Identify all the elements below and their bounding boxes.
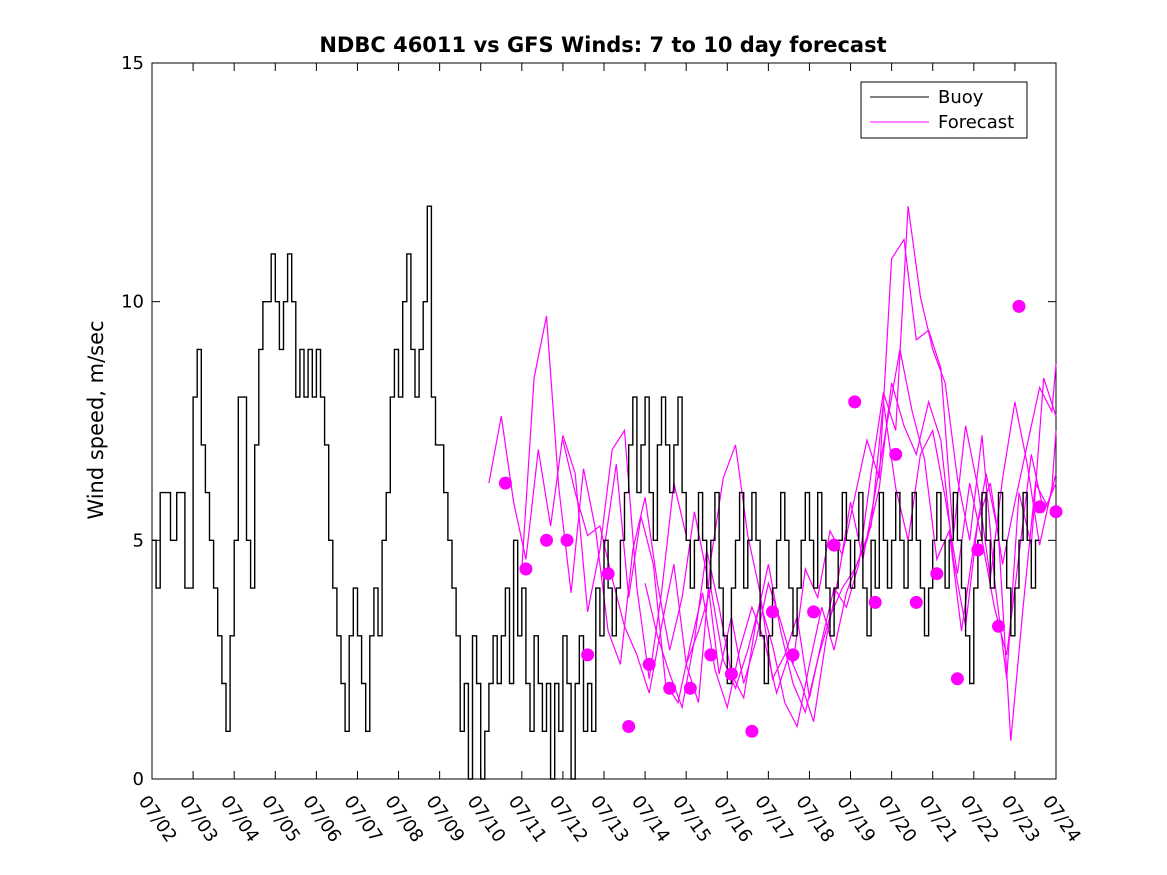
x-tick-label: 07/24 — [1038, 792, 1085, 847]
plot-frame — [151, 62, 1057, 780]
x-tick-label: 07/04 — [216, 792, 263, 847]
plot-area: 07/0207/0307/0407/0507/0607/0707/0807/09… — [121, 53, 1085, 846]
x-tick-label: 07/08 — [380, 792, 427, 847]
forecast-point — [663, 681, 677, 695]
forecast-point — [704, 648, 718, 662]
chart-title: NDBC 46011 vs GFS Winds: 7 to 10 day for… — [319, 33, 886, 57]
forecast-point — [642, 657, 656, 671]
forecast-line-5 — [685, 401, 1057, 729]
x-tick-label: 07/22 — [956, 792, 1003, 847]
x-tick-label: 07/13 — [586, 792, 633, 847]
forecast-point — [581, 648, 595, 662]
x-tick-label: 07/15 — [668, 792, 715, 847]
forecast-point — [868, 595, 882, 609]
legend-forecast-label: Forecast — [938, 112, 1014, 133]
forecast-point — [622, 720, 636, 733]
forecast-point — [889, 447, 903, 461]
forecast-point — [807, 605, 821, 619]
y-tick-label: 5 — [133, 530, 144, 551]
y-axis-label: Wind speed, m/sec — [84, 320, 108, 519]
x-tick-label: 07/05 — [257, 792, 304, 847]
forecast-point — [930, 567, 944, 581]
x-tick-label: 07/06 — [298, 792, 345, 847]
forecast-point — [971, 543, 985, 557]
forecast-point — [786, 648, 800, 662]
x-tick-label: 07/20 — [874, 792, 921, 847]
x-tick-label: 07/19 — [832, 792, 879, 847]
forecast-line-2 — [562, 206, 1057, 703]
x-tick-label: 07/02 — [134, 792, 181, 847]
forecast-line-0 — [488, 416, 687, 679]
x-tick-label: 07/03 — [175, 792, 222, 847]
forecast-point — [745, 724, 759, 738]
forecast-point — [560, 533, 574, 547]
legend-box — [860, 81, 1028, 139]
forecast-line-3 — [603, 349, 1057, 741]
x-tick-label: 07/14 — [627, 792, 674, 847]
forecast-point — [766, 605, 779, 619]
forecast-point — [540, 533, 553, 547]
x-tick-label: 07/12 — [545, 792, 592, 847]
series-layer — [152, 205, 1063, 780]
x-tick-label: 07/17 — [750, 792, 797, 847]
forecast-point — [1049, 505, 1063, 519]
legend: Buoy Forecast — [860, 81, 1028, 139]
forecast-point — [498, 476, 512, 490]
y-axis: 0 5 10 15 — [121, 53, 1056, 790]
forecast-point — [950, 672, 964, 686]
y-tick-label: 15 — [121, 53, 144, 74]
x-tick-label: 07/21 — [915, 792, 962, 847]
buoy-line — [152, 205, 1040, 780]
legend-buoy-label: Buoy — [938, 87, 984, 108]
y-tick-label: 0 — [133, 769, 144, 790]
forecast-point — [827, 538, 841, 552]
y-tick-label: 10 — [121, 292, 144, 313]
x-tick-label: 07/16 — [709, 792, 756, 847]
x-tick-label: 07/09 — [422, 792, 469, 847]
forecast-point — [992, 619, 1005, 633]
forecast-point — [1033, 500, 1047, 514]
forecast-point — [519, 562, 533, 576]
forecast-point — [724, 667, 738, 681]
x-tick-label: 07/23 — [997, 792, 1044, 847]
x-tick-label: 07/10 — [463, 792, 510, 847]
forecast-point — [601, 567, 615, 581]
x-tick-label: 07/11 — [504, 792, 551, 847]
forecast-point — [909, 595, 923, 609]
forecast-point — [1012, 299, 1026, 313]
x-tick-label: 07/18 — [791, 792, 838, 847]
forecast-point — [683, 681, 697, 695]
forecast-point — [848, 395, 862, 409]
x-tick-label: 07/07 — [339, 792, 386, 847]
